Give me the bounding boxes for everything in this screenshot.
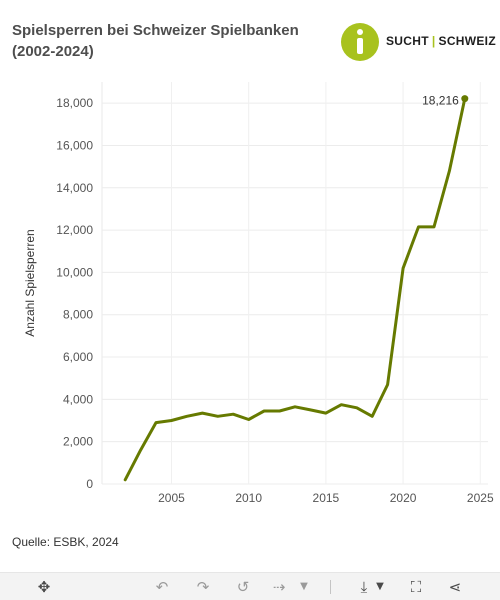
y-axis-label: Anzahl Spielsperren — [23, 229, 37, 336]
logo-text-right: SCHWEIZ — [438, 34, 496, 48]
toolbar-separator — [330, 580, 331, 594]
data-point — [461, 95, 469, 103]
chart-toolbar: ✥ ↶ ↷ ↺ ⇢ ▼ ⤓ ▼ ⛶ ⋖ — [0, 572, 500, 600]
y-tick-label: 0 — [86, 477, 93, 491]
logo-separator: | — [431, 34, 436, 48]
y-tick-label: 12,000 — [56, 223, 93, 237]
forward-icon[interactable]: ⇢ — [272, 578, 286, 596]
reset-icon[interactable]: ↺ — [236, 578, 250, 596]
logo-wordmark: SUCHT | SCHWEIZ — [386, 34, 496, 48]
x-tick-label: 2025 — [467, 491, 494, 505]
move-arrows-icon[interactable]: ✥ — [37, 578, 51, 596]
logo-mark-icon — [341, 23, 379, 61]
y-tick-label: 2,000 — [63, 435, 93, 449]
series-line — [123, 97, 467, 482]
y-tick-label: 10,000 — [56, 265, 93, 279]
source-note: Quelle: ESBK, 2024 — [12, 535, 119, 549]
x-tick-label: 2015 — [313, 491, 340, 505]
x-tick-label: 2005 — [158, 491, 185, 505]
redo-icon[interactable]: ↷ — [196, 578, 210, 596]
y-tick-label: 4,000 — [63, 392, 93, 406]
fullscreen-icon[interactable]: ⛶ — [410, 578, 422, 596]
y-tick-label: 14,000 — [56, 181, 93, 195]
download-caret-icon[interactable]: ▼ — [376, 581, 384, 592]
x-tick-label: 2010 — [235, 491, 262, 505]
data-label: 18,216 — [422, 94, 459, 108]
logo-text-left: SUCHT — [386, 34, 429, 48]
undo-icon[interactable]: ↶ — [155, 578, 169, 596]
x-tick-label: 2020 — [390, 491, 417, 505]
y-tick-label: 6,000 — [63, 350, 93, 364]
line-chart: 0 2,000 4,000 6,000 8,000 10,000 12,000 14,000 1… — [23, 82, 494, 505]
page-title: Spielsperren bei Schweizer Spielbanken (… — [12, 22, 299, 60]
caret-down-icon[interactable]: ▼ — [300, 581, 308, 592]
y-tick-label: 16,000 — [56, 138, 93, 152]
share-icon[interactable]: ⋖ — [448, 578, 462, 596]
y-tick-label: 8,000 — [63, 308, 93, 322]
y-tick-label: 18,000 — [56, 96, 93, 110]
sucht-schweiz-logo: SUCHT | SCHWEIZ — [341, 23, 496, 61]
download-icon[interactable]: ⤓ — [360, 578, 368, 596]
